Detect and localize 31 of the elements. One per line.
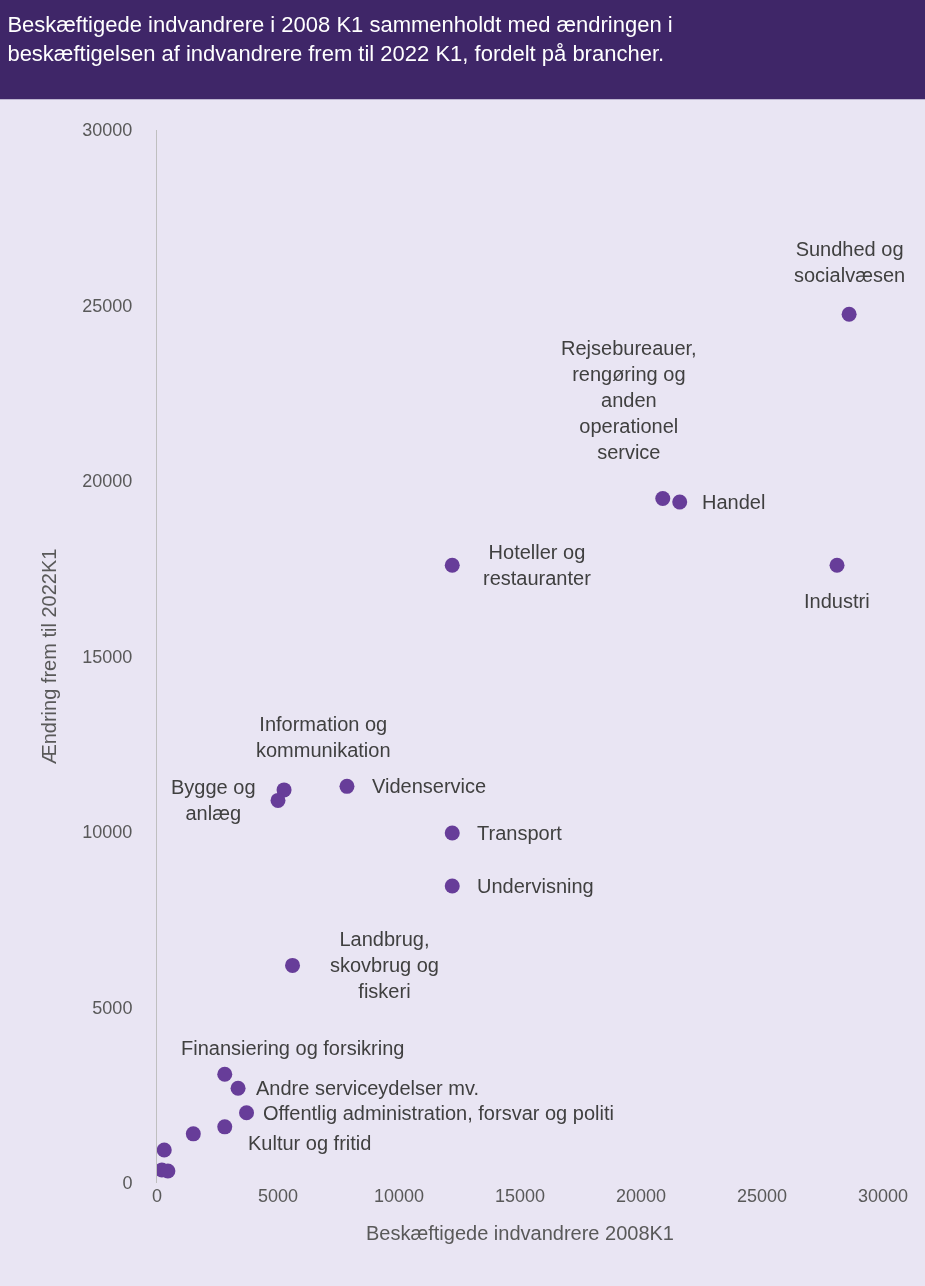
y-tick-label: 5000: [92, 997, 133, 1018]
annotation: Videnservice: [372, 775, 487, 797]
y-tick-label: 20000: [82, 471, 133, 492]
annotation: Andre serviceydelser mv.: [256, 1077, 480, 1099]
y-tick-label: 25000: [82, 295, 133, 316]
annotation: Handel: [702, 491, 766, 513]
annotation: Landbrug, skovbrug og fiskeri: [330, 928, 439, 1002]
annotation: Kultur og fritid: [248, 1132, 372, 1154]
annotation: Transport: [477, 822, 563, 844]
x-tick-label: 10000: [373, 1186, 425, 1206]
y-axis-title: Ændring frem til 2022K1: [37, 548, 60, 765]
annotation: Information og kommunikation: [256, 713, 391, 761]
annotation: Bygge og anlæg: [171, 776, 256, 824]
x-tick-label: 30000: [857, 1186, 909, 1206]
annotation: Sundhed og socialvæsen: [794, 238, 906, 286]
x-axis-title: Beskæftigede indvandrere 2008K1: [366, 1221, 674, 1244]
y-tick-label: 30000: [82, 120, 133, 141]
x-tick-label: 5000: [257, 1186, 299, 1206]
annotation: Offentlig administration, forsvar og politi: [263, 1102, 614, 1124]
y-tick-label: 10000: [82, 822, 133, 843]
x-tick-label: 0: [151, 1186, 163, 1206]
x-tick-label: 15000: [494, 1186, 546, 1206]
y-tick-label: 15000: [82, 646, 133, 667]
annotation: Rejsebureauer, rengøring og anden operationel service: [561, 337, 697, 463]
x-tick-label: 20000: [615, 1186, 667, 1206]
annotation: Hoteller og restauranter: [483, 541, 592, 589]
annotation: Industri: [804, 590, 870, 612]
chart-title: Beskæftigede indvandrere i 2008 K1 sammenholdt med ændringen i beskæftigelsen af indvandrere frem til 2022 K1, fordelt på brancher.: [7, 12, 673, 66]
annotation: Finansiering og forsikring: [181, 1037, 405, 1059]
annotation: Undervisning: [477, 875, 594, 897]
x-tick-label: 25000: [736, 1186, 788, 1206]
